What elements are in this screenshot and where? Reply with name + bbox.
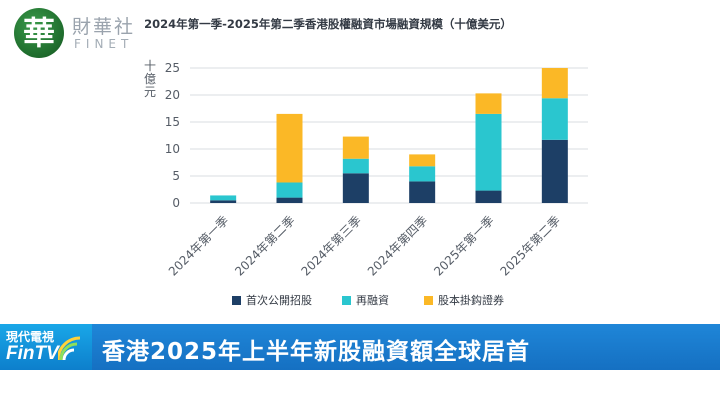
finet-logo: 華 財華社 FINET xyxy=(14,6,144,64)
y-tick-label: 0 xyxy=(172,196,180,210)
y-tick-label: 5 xyxy=(172,169,180,183)
bar-segment xyxy=(541,139,568,203)
bar-segment xyxy=(409,154,436,167)
y-tick-label: 15 xyxy=(165,115,180,129)
bar-segment xyxy=(475,93,502,114)
channel-name: 現代電視 xyxy=(6,330,55,344)
y-tick-label: 20 xyxy=(165,88,180,102)
x-tick-label: 2024年第三季 xyxy=(299,213,364,278)
logo-name: 財華社 xyxy=(72,16,136,38)
channel-brand: FinTV xyxy=(6,343,59,364)
logo-glyph: 華 xyxy=(22,14,55,52)
x-tick-label: 2024年第二季 xyxy=(232,213,297,278)
chart-title: 2024年第一季-2025年第二季香港股權融資市場融資規模（十億美元） xyxy=(144,17,512,31)
x-tick-label: 2025年第一季 xyxy=(431,213,496,278)
x-tick-label: 2024年第四季 xyxy=(365,213,430,278)
bar-segment xyxy=(475,113,502,191)
bar-segment xyxy=(342,158,369,174)
legend-label: 再融資 xyxy=(356,294,389,307)
y-axis-label: 十億元 xyxy=(144,59,156,99)
bar-segment xyxy=(210,200,237,203)
bar-segment xyxy=(342,173,369,203)
bar-segment xyxy=(475,190,502,203)
legend-swatch xyxy=(342,296,351,305)
bar-segment xyxy=(342,136,369,159)
legend-swatch xyxy=(232,296,241,305)
stacked-bar-chart: 2024年第一季-2025年第二季香港股權融資市場融資規模（十億美元） 0 5 10… xyxy=(144,17,588,307)
legend-swatch xyxy=(424,296,433,305)
bar-segment xyxy=(541,68,568,99)
bar-segment xyxy=(409,181,436,203)
bar-segment xyxy=(276,197,303,203)
bar-segment xyxy=(409,166,436,182)
bar-segment xyxy=(276,182,303,198)
signal-arcs-icon xyxy=(58,336,81,361)
bar-segment xyxy=(541,98,568,140)
bar-segment xyxy=(210,195,237,201)
headline: 香港2025年上半年新股融資額全球居首 xyxy=(102,339,531,365)
bottom-strip xyxy=(0,370,720,405)
logo-emblem: 華 xyxy=(14,8,64,58)
x-tick-label: 2025年第二季 xyxy=(498,213,563,278)
legend-label: 股本掛鈎證券 xyxy=(438,293,504,307)
y-tick-label: 25 xyxy=(165,61,180,75)
legend-label: 首次公開招股 xyxy=(246,293,312,307)
channel-badge: 現代電視 FinTV xyxy=(0,324,92,370)
news-banner: 現代電視 FinTV 香港2025年上半年新股融資額全球居首 xyxy=(0,324,720,370)
y-tick-label: 10 xyxy=(165,142,180,156)
x-tick-label: 2024年第一季 xyxy=(166,213,231,278)
bar-segment xyxy=(276,113,303,183)
logo-sub: FINET xyxy=(74,37,134,51)
